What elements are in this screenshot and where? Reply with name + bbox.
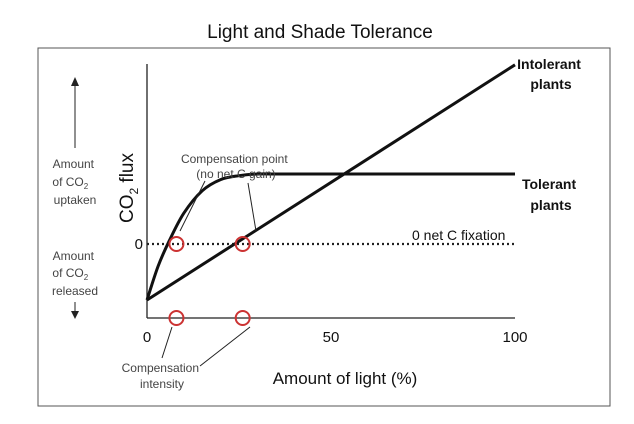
- chart-title: Light and Shade Tolerance: [207, 22, 433, 43]
- compensation-intensity-arrow-right: [199, 326, 251, 367]
- side-label-released-line2: of CO: [52, 266, 83, 280]
- compensation-intensity-annotation: Compensation intensity: [122, 361, 203, 391]
- zero-line-label: 0 net C fixation: [412, 227, 505, 243]
- series-line-tolerant: [145, 172, 515, 301]
- side-label-uptaken-line3: uptaken: [54, 193, 97, 207]
- side-label-released-line3: released: [52, 284, 98, 298]
- y-axis-label-main: CO: [117, 195, 138, 224]
- side-label-uptaken-sub: 2: [84, 182, 89, 191]
- compensation-point-marker: [168, 236, 185, 252]
- side-label-uptaken: Amount of CO2 uptaken: [52, 157, 97, 207]
- x-tick-label: 50: [323, 329, 340, 346]
- series-label-intolerant-line2: plants: [530, 76, 571, 92]
- compensation-intensity-marker: [234, 310, 251, 326]
- y-axis-label: CO2 flux: [117, 152, 141, 223]
- series-label-tolerant-line1: Tolerant: [522, 176, 577, 192]
- compensation-intensity-line2: intensity: [140, 377, 184, 391]
- chart-frame: [37, 47, 611, 407]
- markers-group: [168, 236, 251, 326]
- release-arrowhead: [71, 311, 79, 319]
- series-label-intolerant: Intolerant plants: [517, 56, 585, 92]
- series-label-tolerant: Tolerant plants: [522, 176, 580, 213]
- compensation-point-line1: Compensation point: [181, 152, 288, 166]
- series-line-intolerant: [146, 63, 516, 302]
- compensation-point-line2: (no net C gain): [196, 167, 275, 181]
- series-group: [145, 63, 516, 302]
- y-axis-label-sub: 2: [127, 188, 141, 195]
- series-label-tolerant-line2: plants: [530, 197, 571, 213]
- compensation-intensity-line1: Compensation: [122, 361, 199, 375]
- x-axis-label: Amount of light (%): [273, 369, 418, 388]
- side-label-released-sub: 2: [84, 273, 89, 282]
- compensation-point-marker: [234, 236, 251, 252]
- side-label-released: Amount of CO2 released: [52, 249, 98, 298]
- x-ticks-group: 0 50 100: [143, 329, 528, 346]
- uptake-arrowhead: [71, 77, 79, 86]
- x-tick-label: 100: [502, 329, 527, 346]
- y-zero-label: 0: [135, 236, 143, 253]
- side-label-released-line1: Amount: [53, 249, 95, 263]
- compensation-intensity-arrow-left: [161, 326, 173, 359]
- side-label-uptaken-line2: of CO: [52, 175, 83, 189]
- y-axis-label-tail: flux: [117, 152, 138, 187]
- side-label-uptaken-line1: Amount: [53, 157, 95, 171]
- compensation-point-arrow-right: [247, 182, 257, 232]
- compensation-point-annotation: Compensation point (no net C gain): [181, 152, 291, 181]
- x-tick-label: 0: [143, 329, 151, 346]
- compensation-point-arrow-left: [179, 180, 206, 232]
- series-label-intolerant-line1: Intolerant: [517, 56, 581, 72]
- compensation-intensity-marker: [168, 310, 185, 326]
